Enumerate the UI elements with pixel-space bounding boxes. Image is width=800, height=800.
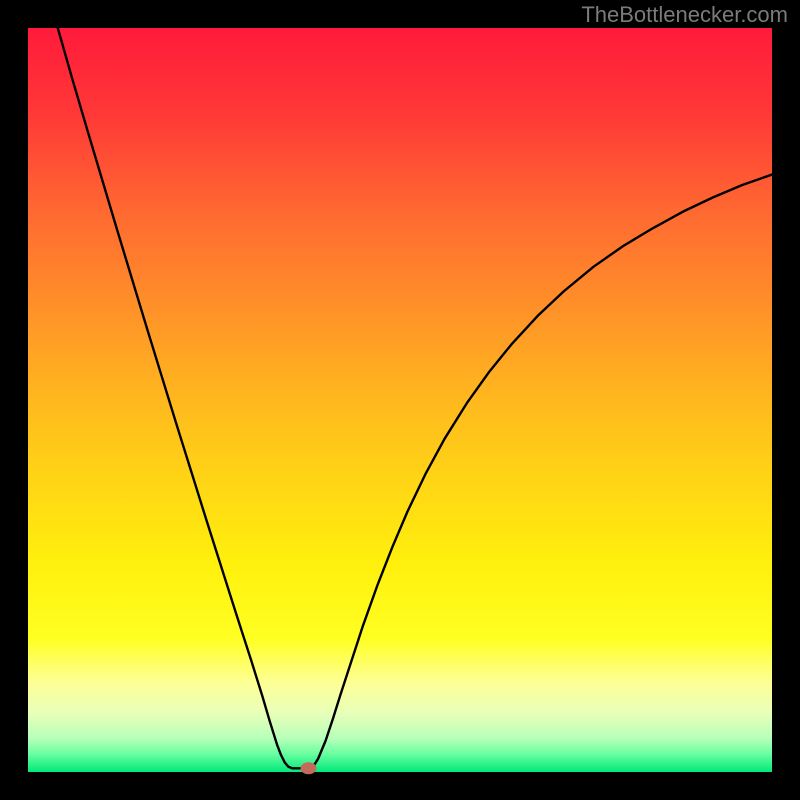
watermark-text: TheBottlenecker.com bbox=[581, 2, 788, 27]
optimal-point-marker bbox=[300, 762, 316, 774]
bottleneck-chart: TheBottlenecker.com bbox=[0, 0, 800, 800]
chart-plot-bg bbox=[28, 28, 772, 772]
